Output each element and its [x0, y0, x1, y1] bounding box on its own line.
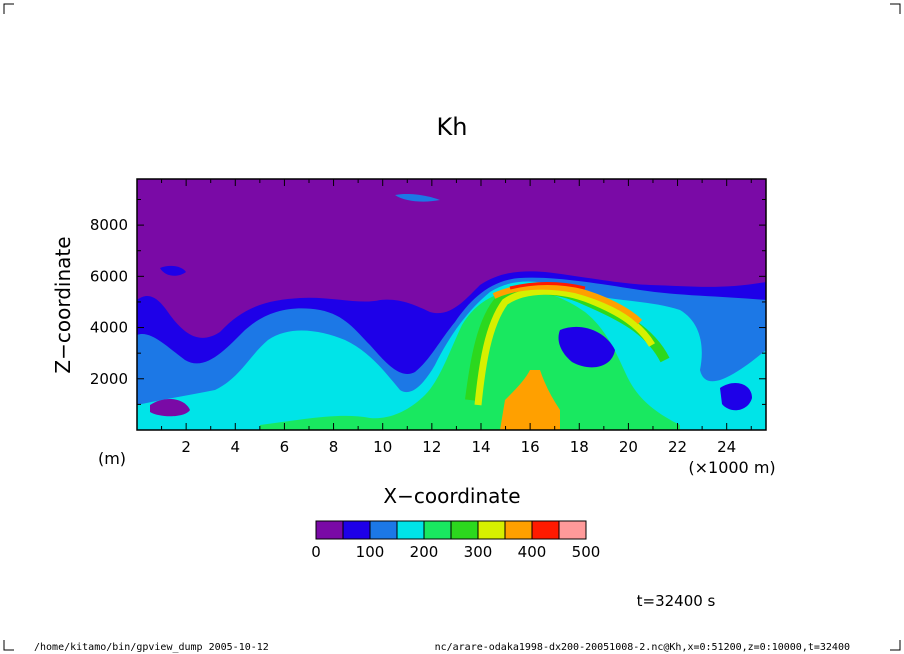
x-tick-label: 14	[471, 438, 490, 456]
colorbar-swatch	[558, 520, 587, 540]
colorbar-tick-label: 0	[311, 543, 321, 561]
contour-patch-e	[160, 265, 186, 276]
x-tick-label: 18	[570, 438, 589, 456]
colorbar-swatch	[369, 520, 398, 540]
chart-title: Kh	[437, 113, 468, 141]
time-label: t=32400 s	[637, 592, 716, 610]
colorbar-swatch	[315, 520, 344, 540]
x-axis-ticks: 2 4 6 8 10 12 14 16 18 20 22 24	[161, 179, 752, 456]
y-unit-label: (m)	[98, 449, 126, 468]
colorbar-swatch	[531, 520, 560, 540]
x-tick-label: 12	[422, 438, 441, 456]
contour-level-7	[492, 283, 643, 325]
colorbar-swatch	[450, 520, 479, 540]
x-unit-label: (×1000 m)	[688, 458, 775, 477]
x-axis-title: X−coordinate	[383, 484, 520, 508]
contour-patch-d	[395, 193, 440, 202]
contour-patch-c	[720, 383, 752, 411]
colorbar-swatch	[342, 520, 371, 540]
colorbar-tick-label: 100	[356, 543, 385, 561]
crop-marks	[3, 3, 901, 651]
y-tick-label: 6000	[90, 267, 128, 285]
y-axis-title: Z−coordinate	[51, 236, 75, 373]
plot-area	[137, 179, 766, 430]
x-tick-label: 4	[231, 438, 241, 456]
contour-level-6	[474, 287, 656, 406]
x-tick-label: 10	[373, 438, 392, 456]
colorbar-swatch	[423, 520, 452, 540]
contour-level-8	[509, 282, 586, 290]
colorbar-labels: 0 100 200 300 400 500	[311, 543, 600, 561]
x-tick-label: 6	[280, 438, 290, 456]
colorbar-tick-label: 400	[518, 543, 547, 561]
x-tick-label: 20	[619, 438, 638, 456]
colorbar-swatch	[477, 520, 506, 540]
y-tick-label: 8000	[90, 216, 128, 234]
colorbar-tick-label: 500	[572, 543, 601, 561]
y-tick-label: 2000	[90, 370, 128, 388]
footer-left: /home/kitamo/bin/gpview_dump 2005-10-12	[34, 642, 269, 653]
colorbar-tick-label: 300	[464, 543, 493, 561]
x-tick-label: 24	[717, 438, 736, 456]
contour-patch-b	[558, 326, 615, 368]
contour-patch-a	[150, 398, 190, 417]
colorbar	[315, 520, 587, 540]
x-tick-label: 22	[668, 438, 687, 456]
x-tick-label: 8	[329, 438, 339, 456]
colorbar-swatch	[396, 520, 425, 540]
x-tick-label: 16	[521, 438, 540, 456]
colorbar-tick-label: 200	[410, 543, 439, 561]
contour-level-7b	[500, 370, 560, 430]
colorbar-swatch	[504, 520, 533, 540]
footer-right: nc/arare-odaka1998-dx200-20051008-2.nc@K…	[435, 642, 850, 653]
x-tick-label: 2	[181, 438, 191, 456]
y-axis-ticks: 2000 4000 6000 8000	[90, 198, 766, 405]
contour-level-4	[260, 290, 680, 430]
y-tick-label: 4000	[90, 319, 128, 337]
plot-frame	[136, 178, 767, 431]
